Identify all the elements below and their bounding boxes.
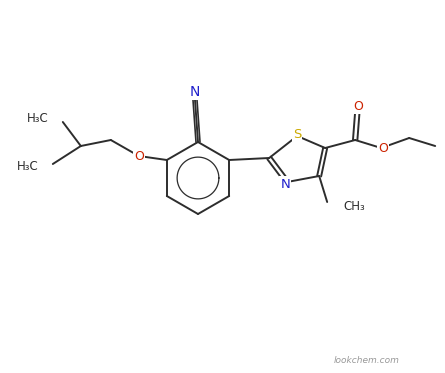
Text: O: O [353,100,363,113]
Text: H₃C: H₃C [17,160,39,173]
Text: O: O [134,150,144,163]
Text: N: N [280,178,290,191]
Text: H₃C: H₃C [27,112,49,125]
Text: S: S [293,128,301,141]
Text: N: N [190,85,200,99]
Text: O: O [378,141,388,154]
Text: CH₃: CH₃ [343,201,365,213]
Text: lookchem.com: lookchem.com [334,356,400,365]
